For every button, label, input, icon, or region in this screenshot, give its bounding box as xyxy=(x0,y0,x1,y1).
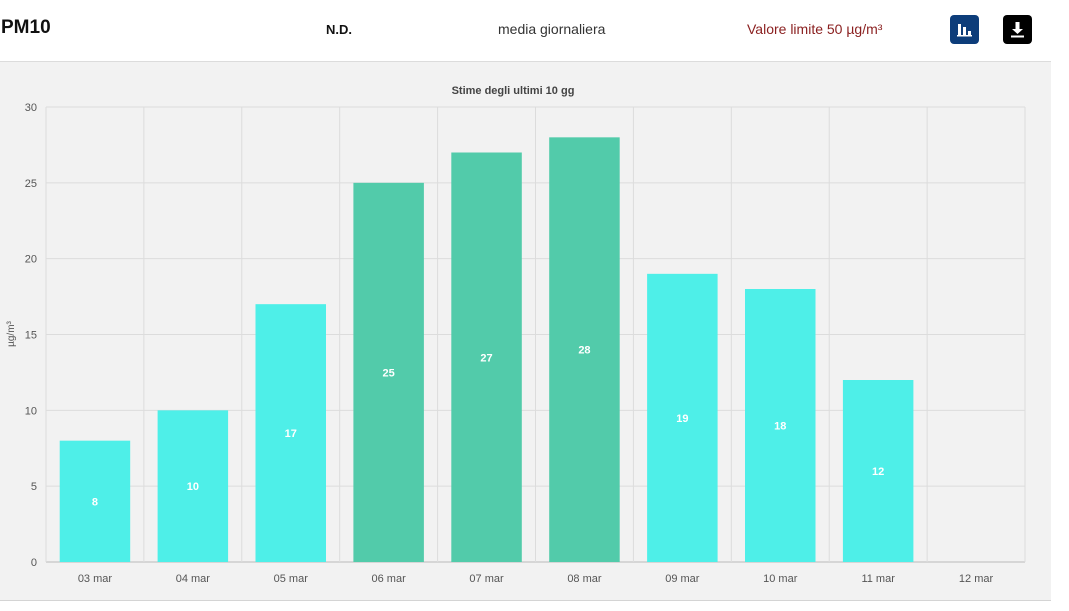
y-axis-label: µg/m³ xyxy=(6,320,17,346)
bar-value-label: 12 xyxy=(872,466,884,478)
average-label: media giornaliera xyxy=(498,21,606,37)
bar[interactable] xyxy=(451,152,522,563)
bar-value-label: 10 xyxy=(187,481,199,493)
x-tick-label: 07 mar xyxy=(469,573,504,585)
chart-title: Stime degli ultimi 10 gg xyxy=(452,85,575,97)
y-tick-label: 20 xyxy=(25,254,37,266)
bar-value-label: 19 xyxy=(676,413,688,425)
bar-value-label: 8 xyxy=(92,496,98,508)
bar[interactable] xyxy=(842,380,914,562)
status-value: N.D. xyxy=(326,22,352,37)
bar-value-label: 28 xyxy=(578,345,590,357)
bar[interactable] xyxy=(157,410,229,562)
bar-value-label: 18 xyxy=(774,421,786,433)
x-tick-label: 04 mar xyxy=(176,573,211,585)
header-bar: PM10 N.D. media giornaliera Valore limit… xyxy=(0,0,1051,62)
bar-chart-button[interactable] xyxy=(950,15,979,44)
x-tick-label: 05 mar xyxy=(274,573,309,585)
pollutant-title: PM10 xyxy=(1,17,51,38)
bar[interactable] xyxy=(549,137,620,562)
bar[interactable] xyxy=(745,289,816,562)
chart-panel: Stime degli ultimi 10 gg µg/m³ 8 10 17 25 27… xyxy=(0,62,1051,601)
bar[interactable] xyxy=(59,440,131,562)
x-tick-label: 09 mar xyxy=(665,573,700,585)
x-tick-label: 06 mar xyxy=(372,573,407,585)
y-tick-label: 30 xyxy=(25,102,37,114)
y-axis-ticks: 0 5 10 15 20 25 30 xyxy=(25,102,37,569)
x-tick-label: 12 mar xyxy=(959,573,994,585)
bar-chart-icon xyxy=(957,24,972,37)
bar[interactable] xyxy=(255,304,326,562)
y-tick-label: 15 xyxy=(25,330,37,342)
x-tick-label: 11 mar xyxy=(861,573,895,585)
x-tick-label: 10 mar xyxy=(763,573,798,585)
download-button[interactable] xyxy=(1003,15,1032,44)
limit-label: Valore limite 50 µg/m³ xyxy=(747,21,883,37)
y-tick-label: 0 xyxy=(31,557,37,569)
bar-chart: Stime degli ultimi 10 gg µg/m³ 8 10 17 25 27… xyxy=(6,85,1026,585)
x-tick-label: 03 mar xyxy=(78,573,113,585)
bars: 8 10 17 25 27 28 19 18 12 xyxy=(59,137,914,563)
bar-value-label: 17 xyxy=(285,428,297,440)
bar-value-label: 25 xyxy=(383,367,395,379)
bar[interactable] xyxy=(353,182,424,562)
y-tick-label: 25 xyxy=(25,178,37,190)
x-tick-label: 08 mar xyxy=(567,573,602,585)
bar[interactable] xyxy=(647,273,718,562)
x-axis-ticks: 03 mar 04 mar 05 mar 06 mar 07 mar 08 mar 09 m… xyxy=(78,573,994,585)
y-tick-label: 10 xyxy=(25,405,37,417)
download-icon xyxy=(1011,22,1024,38)
grid xyxy=(45,106,1026,563)
y-tick-label: 5 xyxy=(31,481,37,493)
bar-value-label: 27 xyxy=(480,352,492,364)
